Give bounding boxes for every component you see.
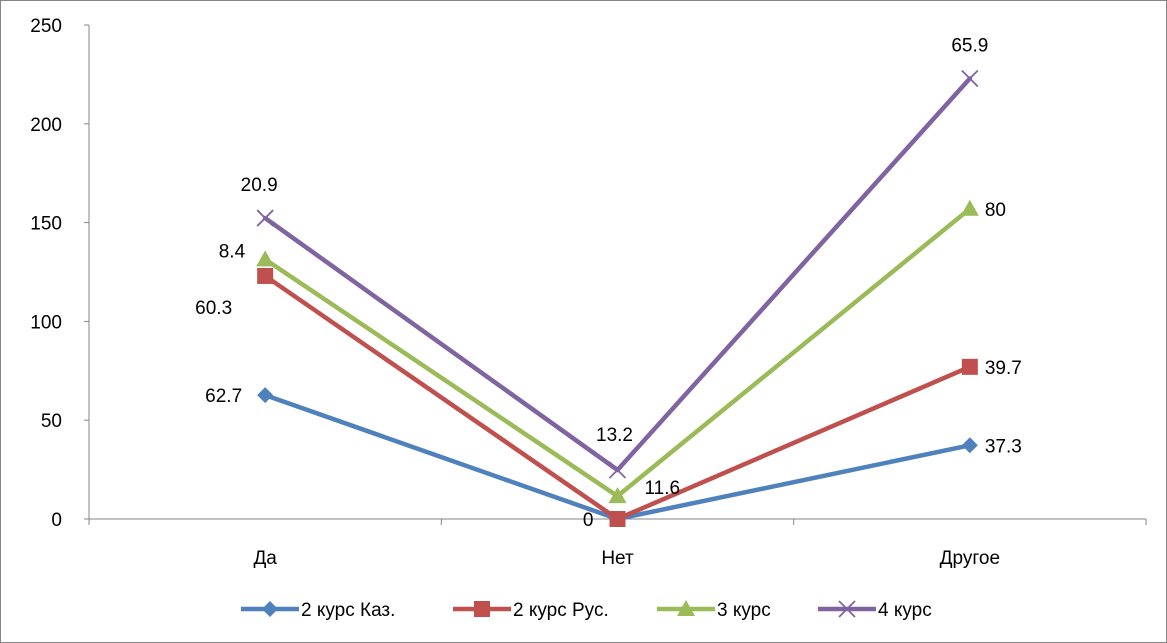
series-3-point: [608, 487, 627, 504]
series-2-point: [961, 358, 978, 375]
legend-label: 4 курс: [878, 600, 932, 621]
legend-label: 3 курс: [717, 600, 771, 621]
data-label: 65.9: [951, 36, 988, 57]
x-tick-label: Нет: [601, 548, 634, 569]
legend-marker-1: [262, 601, 278, 617]
y-tick-label: 100: [30, 312, 62, 333]
series-4-point: [961, 69, 979, 88]
data-label: 80: [985, 200, 1006, 221]
data-label: 62.7: [205, 386, 242, 407]
data-label: 8.4: [219, 241, 246, 262]
x-tick-label: Да: [253, 548, 277, 569]
series-2-point: [609, 511, 626, 527]
series-2-point: [257, 267, 274, 284]
x-marker-stroke: [838, 600, 856, 618]
series-4-point: [608, 461, 627, 479]
y-tick-label: 200: [30, 115, 62, 136]
series-line-2: [262, 273, 973, 522]
legend-marker-3: [677, 600, 695, 616]
legend-marker-2: [474, 601, 490, 617]
data-label: 0: [583, 510, 594, 531]
data-label: 37.3: [985, 436, 1022, 457]
data-label: 20.9: [241, 175, 278, 196]
x-marker-stroke: [608, 461, 627, 479]
series-1-point: [961, 437, 978, 454]
data-label: 13.2: [596, 425, 633, 446]
data-label: 11.6: [645, 478, 681, 499]
legend-marker-4: [838, 600, 856, 618]
series-4-point: [256, 209, 274, 227]
series-line-3: [262, 206, 973, 499]
y-tick-label: 50: [41, 411, 62, 432]
x-marker-stroke: [256, 209, 274, 227]
legend-label: 2 курс Рус.: [513, 600, 609, 621]
y-tick-label: 150: [30, 214, 62, 235]
x-tick-label: Другое: [940, 548, 1000, 569]
series-3-point: [960, 199, 979, 216]
series-3-point: [256, 250, 275, 267]
data-label: 60.3: [195, 298, 232, 319]
legend-label: 2 курс Каз.: [301, 600, 395, 621]
data-label: 39.7: [985, 358, 1022, 379]
series-1-point: [257, 387, 274, 404]
y-tick-label: 250: [30, 16, 62, 37]
y-tick-label: 0: [51, 510, 62, 531]
x-marker-stroke: [961, 69, 979, 88]
